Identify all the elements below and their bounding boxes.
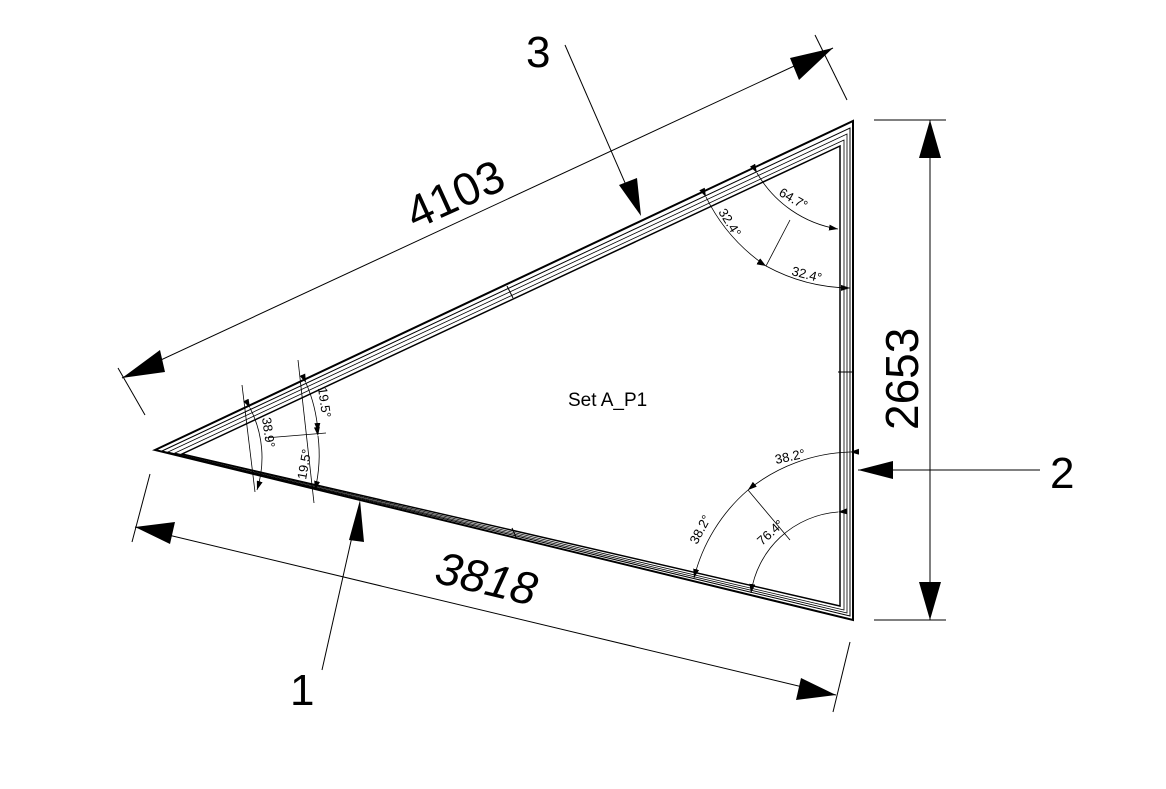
bottom-angle-annotations [693, 448, 860, 594]
right-dimension [874, 119, 946, 621]
left-lower-arc [313, 426, 321, 491]
callout-1 [321, 500, 364, 671]
left-total-arc [243, 398, 263, 491]
left-upper-angle: 19.5° [315, 386, 334, 418]
left-total-angle: 38.9° [259, 416, 278, 448]
bottom-bisector [747, 489, 791, 541]
frame-outer-edge [152, 119, 854, 622]
callout-1-arrow [349, 500, 364, 542]
top-total-arc [749, 163, 839, 231]
panel-label: Set A_P1 [568, 390, 647, 411]
bottom-value: 3818 [431, 541, 543, 616]
left-angle-annotations [241, 359, 327, 504]
left-bisector [264, 432, 327, 439]
hyp-dim-line [121, 47, 834, 379]
top-left-angle: 32.4° [715, 206, 744, 240]
hyp-joint-mark [506, 285, 514, 299]
bottom-total-angle: 76.4° [754, 517, 787, 549]
bottom-dim-line [134, 526, 837, 696]
bottom-lower-arc [693, 481, 757, 579]
hyp-ext-line-left [117, 367, 146, 416]
top-bisector [765, 219, 791, 267]
bottom-total-arc [749, 508, 848, 594]
frame-profile-line-3 [173, 139, 845, 611]
bottom-arrow-left [135, 522, 175, 544]
right-arrow-bottom [919, 582, 941, 620]
bottom-ext-line-left [131, 473, 151, 543]
hypotenuse-value: 4103 [398, 149, 513, 239]
triangle-frame [152, 119, 854, 622]
bottom-dimension [131, 473, 851, 713]
hyp-arrow-left [122, 350, 165, 378]
hyp-ext-line-right [814, 34, 848, 101]
right-value: 2653 [876, 328, 928, 430]
callout-3-label: 3 [526, 28, 550, 77]
bottom-joint-mark [511, 527, 517, 538]
top-right-arc [756, 259, 851, 291]
top-angle-annotations [699, 163, 851, 291]
bottom-lower-angle: 38.2° [686, 512, 714, 546]
callout-1-label: 1 [290, 666, 314, 715]
callout-3-leader [564, 44, 637, 209]
bottom-ext-line-right [832, 641, 851, 713]
hypotenuse-dimension [117, 34, 848, 416]
callout-3 [564, 44, 641, 216]
top-right-angle: 32.4° [790, 263, 823, 285]
frame-profile-line-1 [160, 127, 851, 617]
callout-2-label: 2 [1050, 449, 1074, 498]
frame-profile-line-2 [166, 133, 848, 614]
left-ref-tick-1 [241, 384, 256, 493]
bottom-upper-angle: 38.2° [774, 446, 807, 467]
callout-2 [858, 461, 1040, 479]
callout-2-arrow [858, 461, 893, 479]
bottom-arrow-right [796, 678, 836, 700]
callout-3-arrow [619, 178, 641, 216]
right-arrow-top [919, 120, 941, 158]
hyp-arrow-right [790, 48, 833, 80]
frame-inner-edge [179, 144, 841, 607]
top-total-angle: 64.7° [777, 185, 811, 213]
left-lower-angle: 19.5° [294, 448, 314, 481]
bottom-upper-arc [747, 448, 860, 491]
